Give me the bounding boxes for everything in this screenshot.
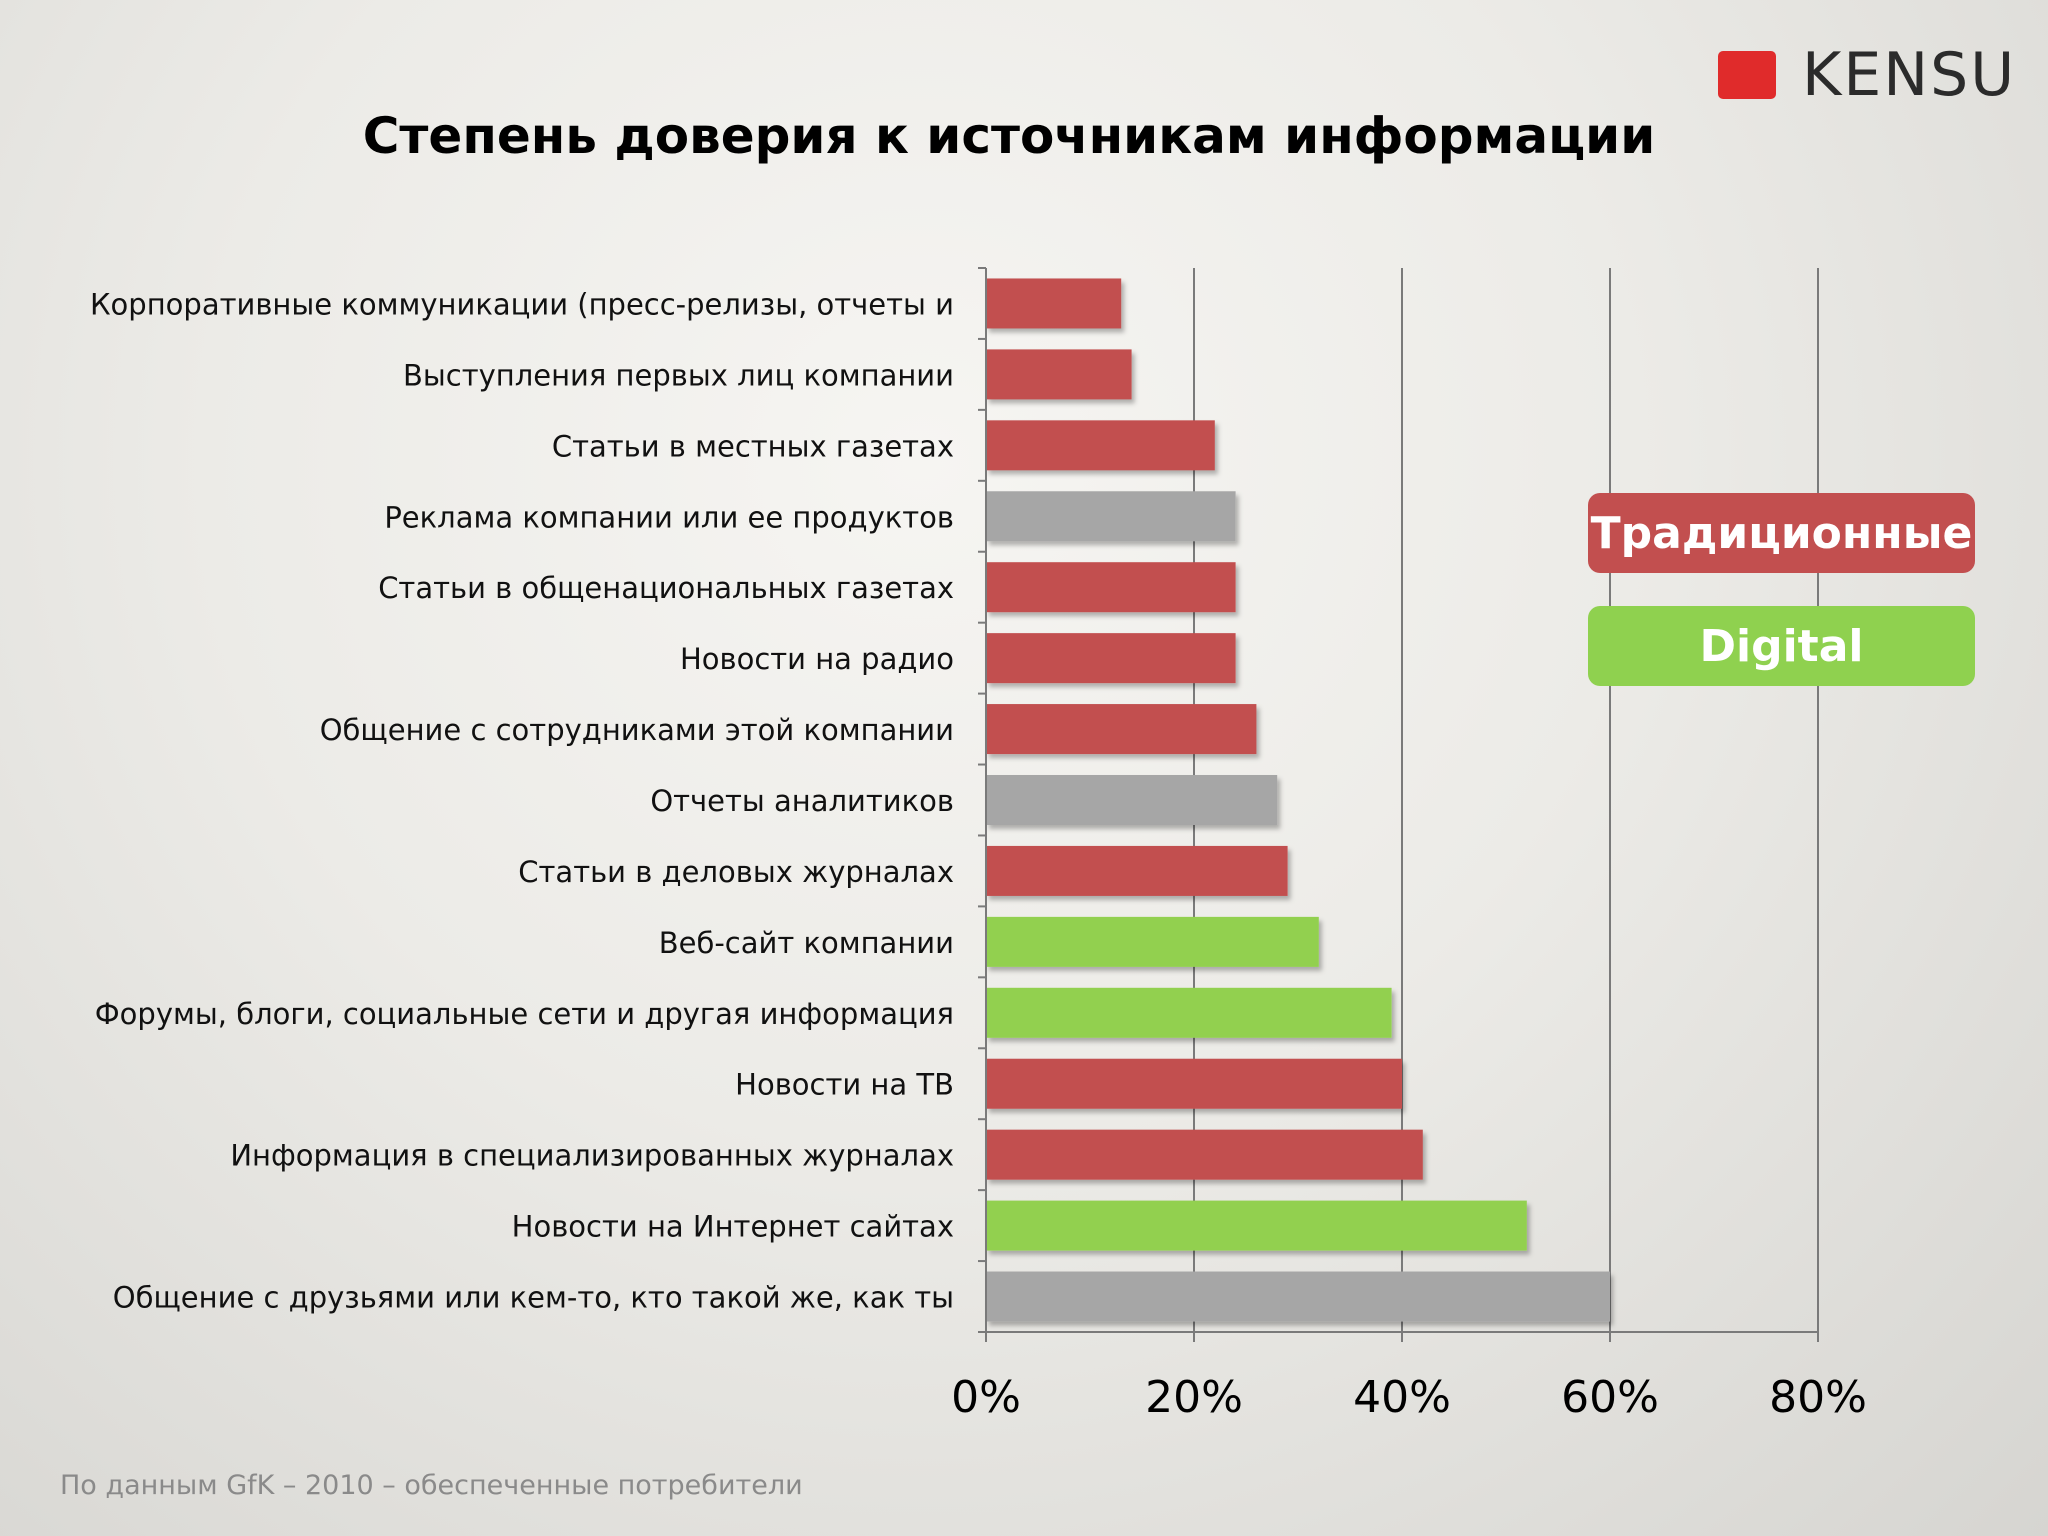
category-label: Веб-сайт компании xyxy=(659,926,954,960)
bar xyxy=(986,491,1236,542)
bar xyxy=(986,562,1236,613)
kensu-logo: KENSU xyxy=(1718,40,2016,110)
bar xyxy=(986,704,1257,755)
category-label: Новости на радио xyxy=(680,642,954,676)
logo-text: KENSU xyxy=(1802,40,2017,110)
category-label: Новости на Интернет сайтах xyxy=(512,1210,954,1244)
x-tick-label: 80% xyxy=(1769,1372,1867,1423)
category-label: Общение с друзьями или кем-то, кто такой… xyxy=(113,1281,954,1315)
category-label: Статьи в деловых журналах xyxy=(518,855,954,889)
bar xyxy=(986,987,1392,1038)
x-tick-label: 60% xyxy=(1561,1372,1659,1423)
category-label: Новости на ТВ xyxy=(735,1068,954,1102)
bar xyxy=(986,420,1215,471)
bar xyxy=(986,845,1288,896)
source-note: По данным GfK – 2010 – обеспеченные потр… xyxy=(60,1470,803,1501)
category-label: Реклама компании или ее продуктов xyxy=(384,500,954,534)
category-label: Статьи в местных газетах xyxy=(552,429,954,463)
bar xyxy=(986,1271,1610,1322)
category-label: Форумы, блоги, социальные сети и другая … xyxy=(95,997,954,1031)
x-tick-label: 20% xyxy=(1145,1372,1243,1423)
x-tick-label: 40% xyxy=(1353,1372,1451,1423)
category-label: Корпоративные коммуникации (пресс-релизы… xyxy=(90,287,954,321)
bar xyxy=(986,349,1132,400)
bar xyxy=(986,1058,1402,1109)
category-label: Отчеты аналитиков xyxy=(650,784,954,818)
category-label: Общение с сотрудниками этой компании xyxy=(320,713,954,747)
legend-traditional: Традиционные xyxy=(1588,493,1975,573)
bar xyxy=(986,916,1319,967)
category-label: Выступления первых лиц компании xyxy=(403,358,954,392)
category-label: Информация в специализированных журналах xyxy=(230,1139,954,1173)
category-label: Статьи в общенациональных газетах xyxy=(378,571,954,605)
x-tick-label: 0% xyxy=(951,1372,1021,1423)
bar xyxy=(986,633,1236,684)
bar xyxy=(986,278,1122,329)
legend-digital: Digital xyxy=(1588,606,1975,686)
bar xyxy=(986,1129,1423,1180)
bar xyxy=(986,1200,1527,1251)
bar xyxy=(986,775,1278,825)
logo-square-icon xyxy=(1718,51,1776,99)
chart-title: Степень доверия к источникам информации xyxy=(362,107,1656,165)
